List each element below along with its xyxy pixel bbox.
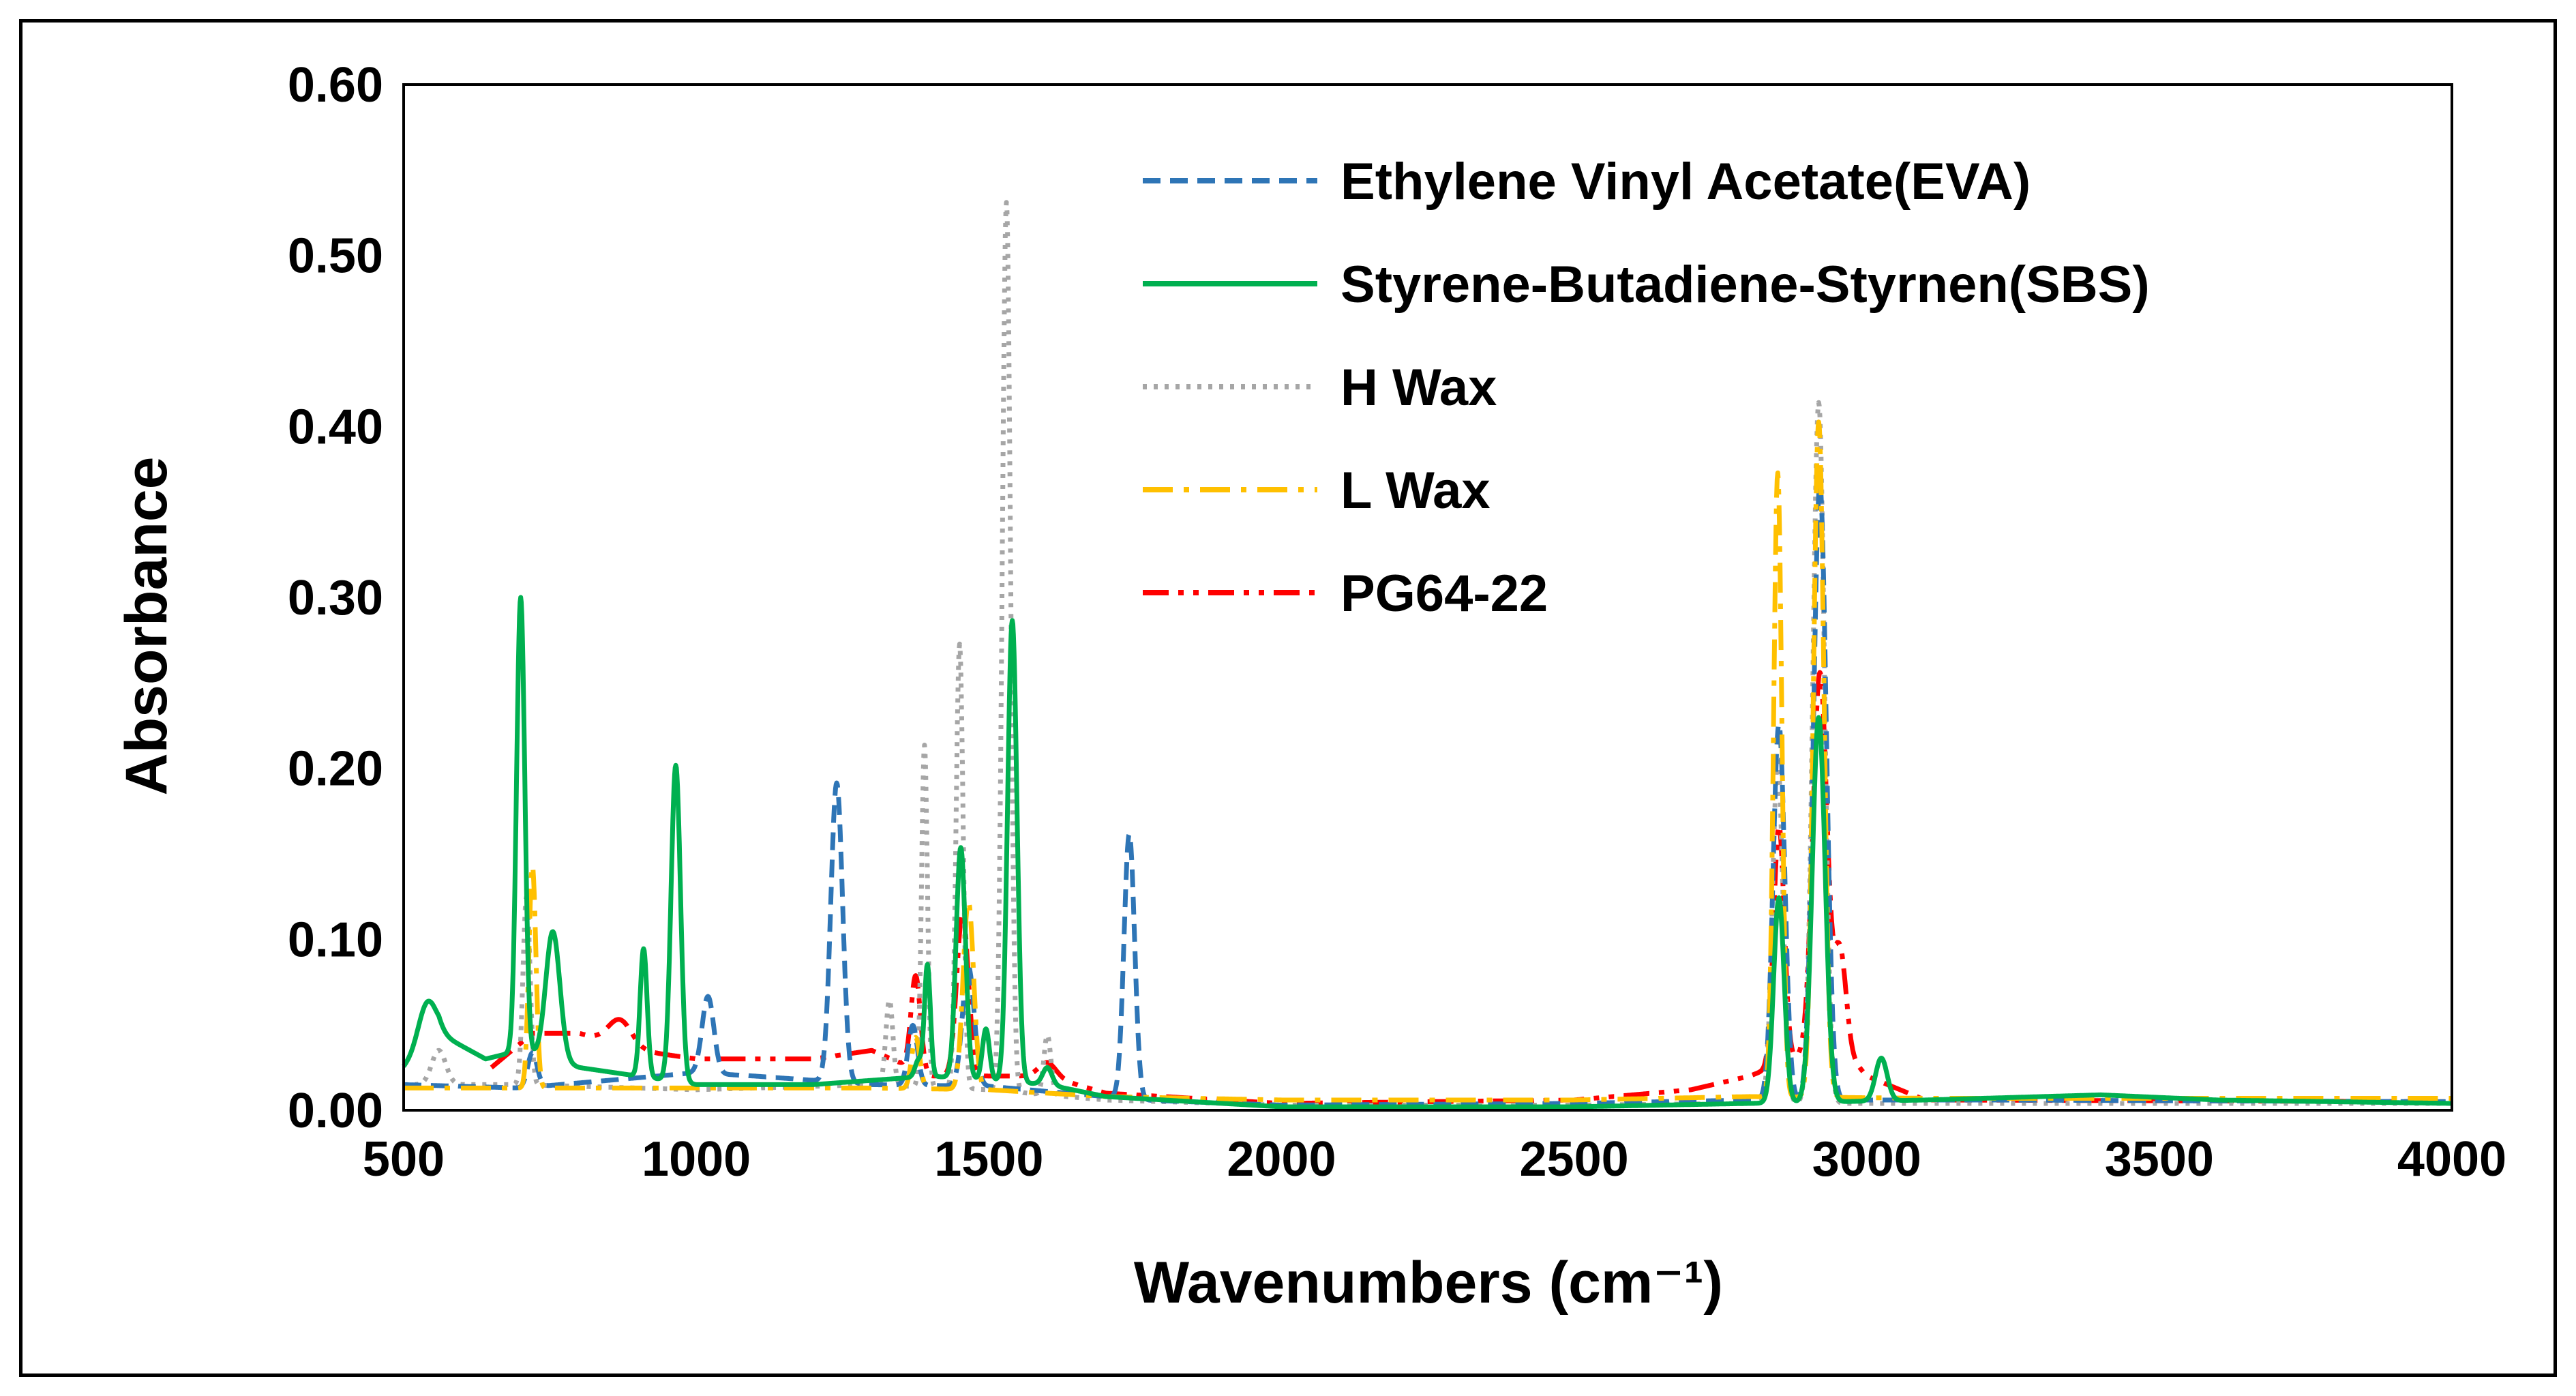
x-tick-label: 1500: [934, 1132, 1043, 1187]
plot-area-border: [402, 83, 2453, 1112]
x-tick-label: 500: [363, 1132, 445, 1187]
y-tick-label: 0.60: [288, 58, 383, 113]
y-tick-label: 0.20: [288, 742, 383, 797]
tick-labels: 500 1000 1500 2000 2500 3000 3500 4000 0.00 0.10 0…: [288, 58, 2506, 1187]
chart-frame: [19, 19, 2557, 1377]
x-tick-label: 2500: [1519, 1132, 1628, 1187]
legend-label-3: L Wax: [1341, 462, 1491, 520]
x-tick-label: 1000: [642, 1132, 751, 1187]
legend-label-2: H Wax: [1341, 359, 1497, 417]
x-tick-label: 3500: [2105, 1132, 2214, 1187]
y-tick-label: 0.40: [288, 400, 383, 454]
series-line-1: [402, 595, 2454, 1110]
y-axis-title: Absorbance: [114, 456, 179, 795]
x-tick-label: 4000: [2397, 1132, 2506, 1187]
series-layer: [402, 200, 2454, 1110]
legend: Ethylene Vinyl Acetate(EVA) Styrene-Butad…: [1143, 153, 2150, 623]
legend-label-1: Styrene-Butadiene-Styrnen(SBS): [1341, 256, 2150, 314]
y-tick-label: 0.50: [288, 229, 383, 284]
y-tick-label: 0.00: [288, 1084, 383, 1138]
axes-layer: [402, 83, 2453, 1112]
series-line-3: [402, 419, 2454, 1103]
legend-label-4: PG64-22: [1341, 565, 1548, 623]
x-axis-title: Wavenumbers (cm⁻¹): [1134, 1250, 1723, 1316]
y-tick-label: 0.10: [288, 912, 383, 967]
legend-label-0: Ethylene Vinyl Acetate(EVA): [1341, 153, 2031, 211]
series-line-4: [490, 670, 2454, 1106]
series-line-2: [402, 200, 2454, 1108]
x-tick-label: 3000: [1812, 1132, 1921, 1187]
y-tick-label: 0.30: [288, 571, 383, 625]
x-tick-label: 2000: [1227, 1132, 1336, 1187]
